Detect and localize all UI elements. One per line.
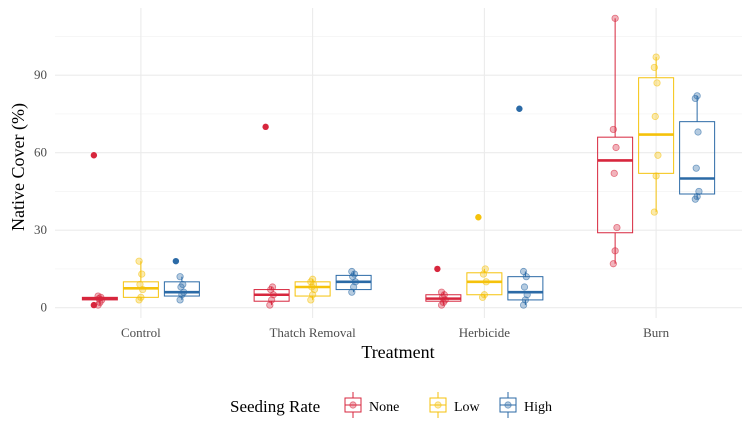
y-axis-ticks: 0 30 60 90 [34, 67, 48, 315]
data-point [652, 172, 660, 180]
box-none-1 [253, 123, 290, 309]
outlier-point [475, 214, 482, 221]
data-point [520, 283, 529, 291]
x-axis-ticks: Control Thatch Removal Herbicide Burn [121, 325, 670, 340]
data-point [611, 247, 619, 255]
boxes [81, 14, 716, 309]
box-none-2 [425, 265, 462, 309]
y-tick-label: 0 [41, 300, 48, 315]
data-point [136, 280, 144, 289]
data-point [692, 164, 700, 172]
legend-key-none [344, 392, 362, 418]
data-point [135, 257, 143, 265]
data-point [693, 92, 701, 100]
data-point [441, 296, 449, 304]
y-tick-label: 90 [34, 67, 47, 82]
data-point [694, 128, 702, 136]
data-point [650, 208, 658, 216]
legend-label-high: High [524, 400, 552, 415]
data-point [610, 169, 618, 177]
outlier-point [172, 257, 180, 265]
data-point [654, 151, 662, 159]
x-tick-label: Herbicide [459, 325, 510, 340]
box-high-2 [507, 105, 544, 309]
data-point [437, 288, 446, 296]
box-rect [597, 136, 634, 234]
data-point [348, 267, 356, 276]
x-tick-label: Control [121, 325, 161, 340]
data-point [613, 223, 621, 232]
data-point [482, 278, 490, 286]
box-high-1 [335, 267, 372, 296]
box-low-3 [638, 53, 675, 216]
x-tick-label: Burn [643, 325, 670, 340]
data-point [480, 291, 488, 299]
data-point [309, 275, 317, 283]
box-high-0 [163, 257, 200, 304]
data-point [651, 112, 659, 121]
data-point [310, 285, 319, 294]
box-rect [507, 276, 544, 301]
data-point [523, 291, 531, 299]
legend-title: Seeding Rate [230, 397, 320, 416]
y-tick-label: 60 [34, 145, 47, 160]
data-point [137, 293, 145, 301]
data-point [176, 273, 184, 281]
legend-key-point [349, 401, 357, 409]
data-point [612, 143, 620, 152]
data-point [309, 280, 318, 289]
x-axis-title: Treatment [361, 342, 434, 362]
box-none-0 [81, 152, 118, 309]
box-low-2 [466, 214, 503, 301]
data-point [609, 260, 617, 268]
legend-label-low: Low [454, 400, 481, 415]
legend-label-none: None [369, 400, 399, 415]
outlier-point [90, 152, 98, 159]
data-point [268, 283, 277, 291]
data-point [350, 270, 359, 278]
y-tick-label: 30 [34, 222, 47, 237]
legend-key-point [434, 401, 442, 409]
data-point [481, 265, 489, 273]
data-point [653, 79, 661, 87]
box-none-3 [597, 14, 634, 268]
data-point [94, 292, 102, 300]
data-point [695, 187, 703, 196]
box-rect [294, 281, 331, 297]
legend-key-point [504, 401, 512, 409]
data-point [138, 270, 146, 278]
legend: Seeding Rate None Low High [230, 392, 552, 418]
box-low-1 [294, 275, 331, 304]
data-point [650, 63, 658, 72]
data-point [652, 53, 660, 61]
data-point [179, 280, 187, 289]
data-point [609, 125, 617, 134]
y-axis-title: Native Cover (%) [8, 103, 29, 231]
outlier-point [262, 123, 269, 131]
data-point [440, 291, 448, 299]
data-point [519, 267, 528, 276]
box-low-0 [122, 257, 159, 304]
box-high-3 [679, 92, 716, 203]
x-tick-label: Thatch Removal [269, 325, 356, 340]
box-rect [163, 281, 200, 297]
outlier-point [434, 265, 441, 273]
outlier-point [516, 105, 523, 112]
data-point [611, 14, 619, 22]
legend-key-low [429, 392, 447, 418]
legend-key-high [499, 392, 517, 418]
box-rect [638, 77, 675, 174]
